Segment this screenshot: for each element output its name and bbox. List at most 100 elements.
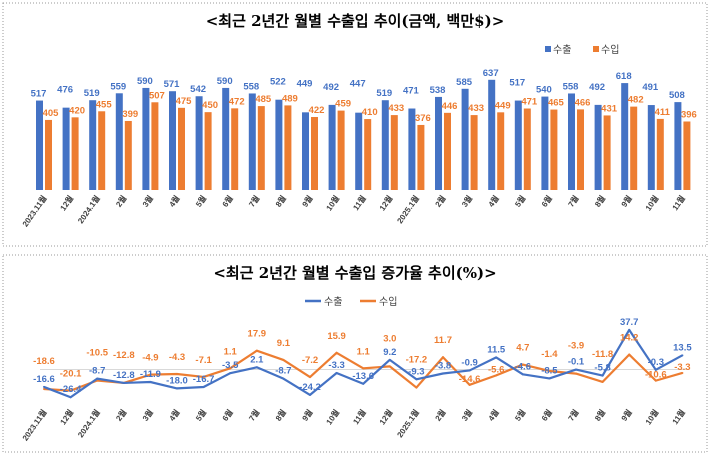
data-label-import: 471 bbox=[521, 97, 538, 108]
data-label-import: 485 bbox=[255, 94, 272, 105]
point-export bbox=[335, 371, 338, 374]
bar-import bbox=[284, 105, 292, 190]
data-label-import: 489 bbox=[282, 93, 298, 104]
point-import bbox=[43, 388, 45, 391]
bar-export bbox=[621, 83, 629, 190]
bar-export bbox=[435, 96, 442, 190]
point-import bbox=[69, 389, 72, 392]
data-label-import: 431 bbox=[601, 103, 618, 114]
data-label-export: 559 bbox=[110, 81, 126, 92]
point-export bbox=[202, 386, 205, 389]
data-label-export: -24.2 bbox=[299, 382, 321, 393]
point-export bbox=[43, 385, 45, 388]
data-label-export: 571 bbox=[164, 79, 181, 90]
data-label-export: 491 bbox=[642, 82, 659, 93]
point-export bbox=[309, 393, 311, 396]
data-label-import: 14.2 bbox=[620, 333, 639, 344]
bar-export bbox=[381, 100, 389, 190]
point-export bbox=[681, 354, 684, 357]
bar-export bbox=[647, 105, 655, 190]
data-label-import: 15.9 bbox=[327, 331, 346, 342]
data-label-import: 507 bbox=[149, 90, 165, 101]
data-label-export: 637 bbox=[483, 68, 499, 79]
point-import bbox=[362, 367, 365, 370]
data-label-import: -5.6 bbox=[488, 364, 504, 375]
point-import bbox=[388, 365, 391, 368]
data-label-export: -0.9 bbox=[461, 357, 477, 368]
data-label-export: 590 bbox=[137, 76, 153, 87]
point-import bbox=[681, 371, 684, 374]
data-label-import: -12.8 bbox=[113, 350, 135, 361]
data-label-import: 433 bbox=[388, 103, 404, 114]
data-label-import: 405 bbox=[43, 108, 60, 119]
data-label-export: -3.3 bbox=[328, 360, 344, 371]
bar-export bbox=[355, 112, 363, 190]
bar-chart-title: <최근 2년간 월별 수출입 추이(금액, 백만$)> bbox=[206, 12, 505, 30]
data-label-import: -14.6 bbox=[459, 374, 481, 385]
bar-import bbox=[390, 115, 398, 190]
data-label-export: -3.5 bbox=[222, 360, 239, 371]
data-label-export: -8.5 bbox=[541, 365, 558, 376]
bar-import bbox=[523, 108, 531, 190]
data-label-import: 4.7 bbox=[516, 343, 529, 354]
data-label-export: -3.8 bbox=[435, 360, 451, 371]
bar-import bbox=[683, 121, 691, 190]
point-export bbox=[388, 358, 391, 361]
data-label-export: -12.8 bbox=[113, 370, 135, 381]
data-label-import: 449 bbox=[495, 100, 511, 111]
data-label-export: -16.7 bbox=[193, 374, 215, 385]
data-label-import: -11.8 bbox=[592, 349, 613, 360]
point-import bbox=[628, 353, 631, 356]
bar-export bbox=[328, 104, 336, 190]
bar-import bbox=[124, 120, 132, 190]
point-export bbox=[654, 368, 657, 371]
data-label-export: 540 bbox=[536, 85, 552, 96]
data-label-import: 459 bbox=[335, 99, 351, 110]
data-label-import: 475 bbox=[176, 96, 193, 107]
point-import bbox=[229, 367, 232, 370]
point-export bbox=[96, 377, 99, 380]
data-label-import: -10.6 bbox=[645, 370, 667, 381]
bar-export bbox=[248, 93, 256, 190]
data-label-import: 482 bbox=[628, 95, 644, 106]
legend-label-0: 수출 bbox=[324, 296, 342, 308]
bar-export bbox=[594, 104, 602, 190]
data-label-import: 433 bbox=[468, 103, 484, 114]
bar-export bbox=[142, 87, 150, 190]
data-label-export: 538 bbox=[430, 85, 446, 96]
point-export bbox=[176, 387, 178, 390]
data-label-export: 519 bbox=[84, 88, 100, 99]
point-export bbox=[548, 377, 551, 380]
point-export bbox=[601, 374, 604, 377]
data-label-export: -4.6 bbox=[515, 361, 531, 372]
bar-export bbox=[222, 87, 230, 190]
data-label-export: -5.8 bbox=[594, 363, 610, 374]
data-label-import: -3.9 bbox=[568, 341, 584, 352]
bar-export bbox=[36, 100, 43, 190]
data-label-import: 376 bbox=[415, 113, 431, 124]
data-label-import: 1.1 bbox=[357, 346, 371, 357]
data-label-export: 618 bbox=[616, 71, 632, 82]
bar-export bbox=[408, 108, 416, 190]
data-label-export: 542 bbox=[190, 84, 206, 95]
bar-export bbox=[115, 93, 123, 190]
data-label-export: -8.7 bbox=[89, 366, 105, 377]
point-export bbox=[122, 381, 125, 384]
data-label-import: 420 bbox=[69, 105, 85, 116]
point-export bbox=[495, 356, 498, 359]
bar-export bbox=[541, 96, 549, 190]
line-chart-frame bbox=[2, 254, 708, 453]
point-import bbox=[442, 356, 444, 359]
bar-import bbox=[630, 106, 638, 190]
point-import bbox=[255, 349, 258, 352]
data-label-export: -26.4 bbox=[60, 384, 82, 395]
data-label-import: 410 bbox=[362, 107, 378, 118]
data-label-export: 476 bbox=[57, 85, 73, 96]
bar-export bbox=[169, 91, 176, 190]
bar-export bbox=[674, 102, 682, 190]
point-import bbox=[335, 351, 338, 354]
point-export bbox=[282, 377, 285, 380]
point-import bbox=[601, 380, 604, 383]
bar-import bbox=[178, 107, 185, 190]
